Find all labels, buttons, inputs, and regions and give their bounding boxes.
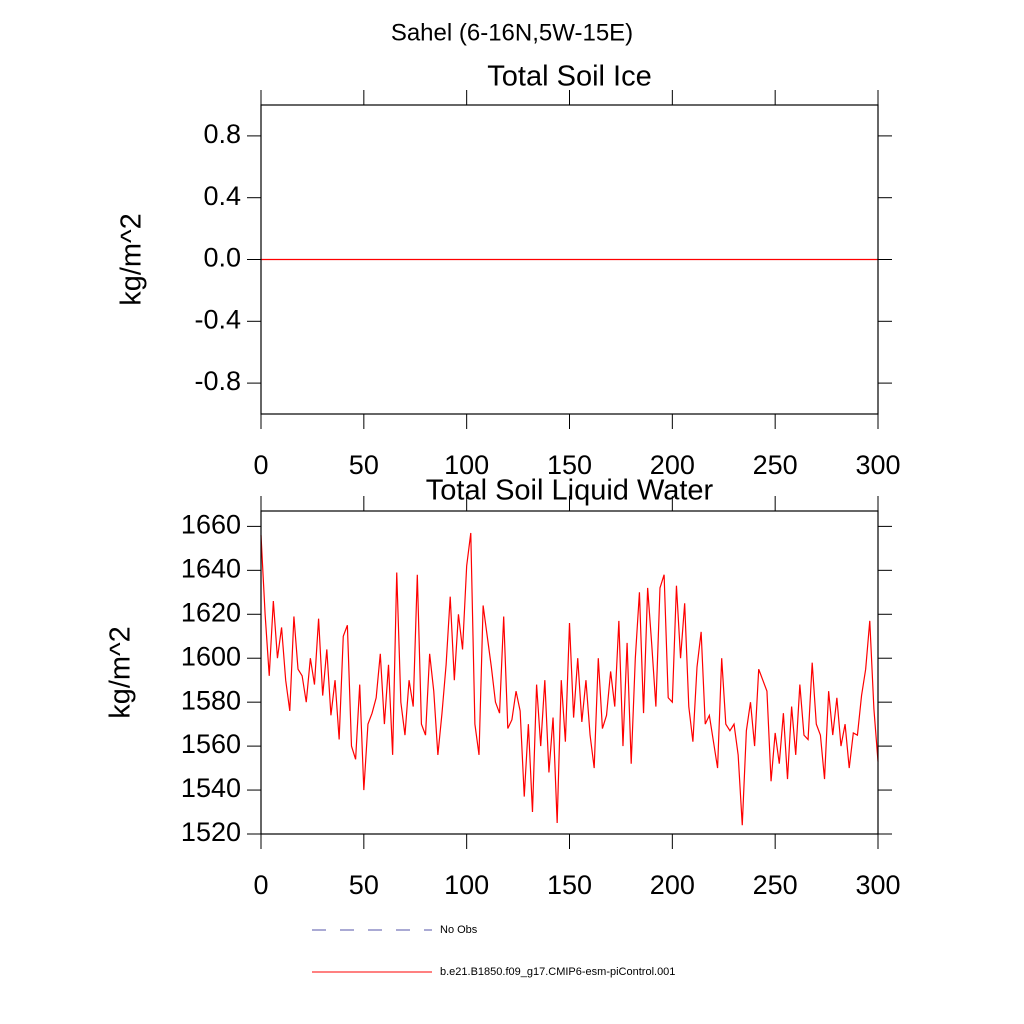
y-tick-label: 0.4 [203, 181, 241, 211]
y-tick-label: 1640 [181, 553, 241, 583]
y-axis-label: kg/m^2 [105, 626, 137, 719]
x-tick-label: 300 [855, 450, 900, 480]
x-tick-label: 250 [753, 450, 798, 480]
y-tick-label: 1560 [181, 729, 241, 759]
x-tick-label: 100 [444, 870, 489, 900]
y-tick-label: 0.0 [203, 243, 241, 273]
y-tick-label: 1520 [181, 817, 241, 847]
y-tick-label: 1580 [181, 685, 241, 715]
y-tick-label: 0.8 [203, 119, 241, 149]
x-tick-label: 200 [650, 870, 695, 900]
data-line [260, 532, 879, 826]
x-tick-label: 300 [855, 870, 900, 900]
chart-title: Total Soil Ice [487, 61, 651, 93]
y-tick-label: 1660 [181, 510, 241, 540]
legend-label: b.e21.B1850.f09_g17.CMIP6-esm-piControl.… [440, 966, 675, 978]
y-axis-label: kg/m^2 [116, 213, 148, 306]
x-tick-label: 50 [349, 450, 379, 480]
plot-frame [260, 510, 879, 835]
x-tick-label: 150 [547, 450, 592, 480]
x-tick-label: 50 [349, 870, 379, 900]
x-tick-label: 0 [253, 450, 268, 480]
legend-label: No Obs [440, 924, 478, 936]
y-tick-label: -0.8 [194, 366, 241, 396]
y-tick-label: 1600 [181, 641, 241, 671]
plot-frame [260, 104, 879, 415]
x-tick-label: 150 [547, 870, 592, 900]
y-tick-label: 1620 [181, 597, 241, 627]
x-tick-label: 250 [753, 870, 798, 900]
figure-title: Sahel (6-16N,5W-15E) [391, 19, 633, 46]
x-tick-label: 200 [650, 450, 695, 480]
y-tick-label: -0.4 [194, 304, 241, 334]
x-tick-label: 0 [253, 870, 268, 900]
x-tick-label: 100 [444, 450, 489, 480]
y-tick-label: 1540 [181, 773, 241, 803]
